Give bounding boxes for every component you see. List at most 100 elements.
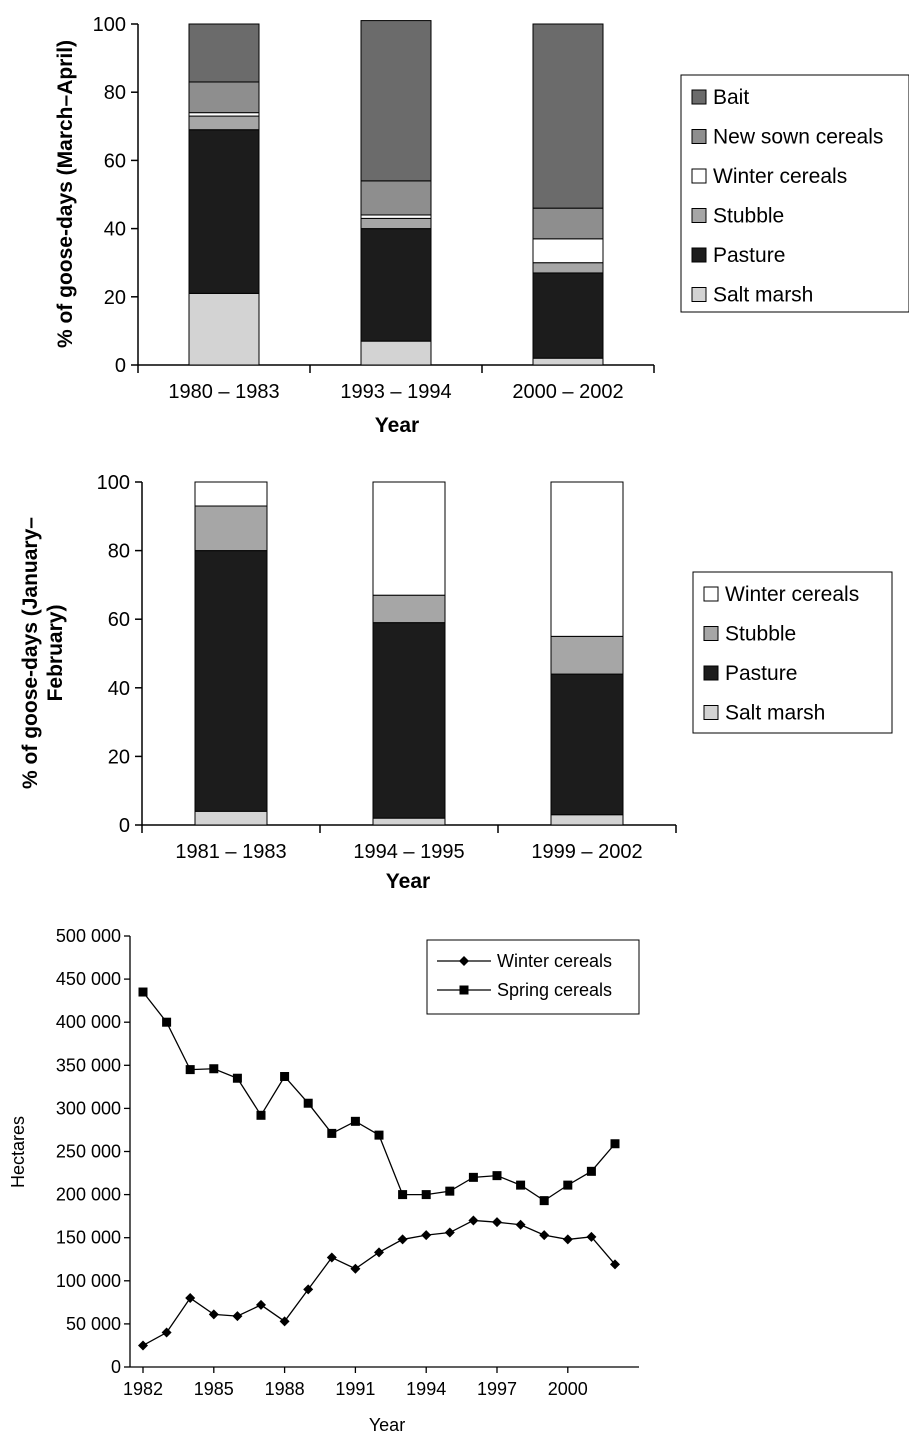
data-point-winter-cereals [374, 1247, 384, 1258]
legend-box [426, 939, 640, 1015]
bar-segment-stubble [194, 505, 268, 552]
data-point-winter-cereals [185, 1293, 196, 1304]
data-point-spring-cereals [539, 1196, 549, 1206]
legend-swatch-stubble [691, 208, 707, 223]
x-tick-label: 1993 – 1994 [340, 381, 451, 403]
x-tick-label: 2000 – 2002 [512, 381, 623, 403]
data-point-spring-cereals [138, 987, 148, 997]
bar-segment-new-sown-cereals [532, 207, 604, 240]
bar-segment-salt-marsh [372, 817, 446, 826]
bar-segment-stubble [188, 115, 260, 131]
legend-label-winter-cereals: Winter cereals [725, 583, 859, 606]
y-axis-title: Hectares [8, 1116, 28, 1188]
bar-segment-bait [532, 23, 604, 209]
bar-segment-salt-marsh [550, 814, 624, 826]
y-tick-label: 80 [108, 541, 130, 563]
legend-swatch-winter-cereals [703, 586, 719, 602]
bar-segment-salt-marsh [194, 810, 268, 826]
data-point-winter-cereals [303, 1284, 314, 1295]
y-tick-label: 200 000 [56, 1185, 121, 1205]
data-point-spring-cereals [256, 1110, 266, 1120]
data-point-spring-cereals [610, 1139, 620, 1149]
y-tick-label: 60 [104, 150, 126, 172]
legend-swatch-winter-cereals [691, 168, 707, 184]
legend-label-winter-cereals: Winter cereals [497, 951, 612, 971]
bar-segment-pasture [550, 673, 624, 816]
legend-label-pasture: Pasture [713, 244, 785, 267]
data-point-spring-cereals [185, 1065, 195, 1075]
data-point-spring-cereals [350, 1116, 360, 1126]
bar-segment-stubble [532, 262, 604, 274]
bar-segment-stubble [360, 217, 432, 230]
data-point-spring-cereals [209, 1064, 219, 1074]
data-point-winter-cereals [468, 1215, 479, 1226]
data-point-winter-cereals [256, 1299, 266, 1310]
y-tick-label: 100 [97, 472, 130, 494]
legend-label-stubble: Stubble [713, 205, 784, 228]
legend-swatch-salt-marsh [691, 287, 707, 302]
data-point-winter-cereals [326, 1252, 337, 1263]
data-point-spring-cereals [232, 1073, 242, 1083]
y-tick-label: 20 [108, 746, 130, 768]
y-tick-label: 60 [108, 609, 130, 631]
y-tick-label: 400 000 [56, 1012, 121, 1032]
data-point-spring-cereals [468, 1172, 478, 1182]
data-point-winter-cereals [397, 1234, 408, 1245]
data-point-spring-cereals [445, 1186, 455, 1196]
legend-label-stubble: Stubble [725, 623, 796, 646]
bar-segment-pasture [194, 550, 268, 812]
y-axis-title-line-1: % of goose-days (January– [19, 517, 42, 789]
bar-segment-stubble [550, 635, 624, 675]
data-point-winter-cereals [515, 1219, 526, 1230]
bar-segment-salt-marsh [360, 340, 432, 366]
x-axis-title: Year [375, 414, 419, 437]
chart-january-february: 0 20 40 60 80 100 1981 – 1983 1994 – 1995 1999 –… [19, 472, 893, 893]
data-point-spring-cereals [280, 1072, 290, 1082]
y-tick-label: 350 000 [56, 1055, 121, 1075]
legend-label-spring-cereals: Spring cereals [497, 980, 612, 1000]
bar-segment-salt-marsh [188, 292, 260, 366]
legend-label-bait: Bait [713, 86, 749, 109]
bar-segment-winter-cereals [188, 112, 260, 117]
legend-swatch-bait [691, 89, 707, 105]
y-axis-title: % of goose-days (March–April) [54, 40, 77, 348]
x-tick-label: 1994 – 1995 [353, 841, 464, 863]
y-tick-label: 0 [119, 815, 130, 837]
x-tick-label: 1991 [335, 1379, 375, 1399]
legend-label-salt-marsh: Salt marsh [713, 284, 813, 307]
bar-segment-winter-cereals [532, 238, 604, 264]
y-tick-label: 300 000 [56, 1098, 121, 1118]
y-tick-label: 500 000 [56, 926, 121, 946]
legend-swatch-stubble [703, 626, 719, 641]
data-point-spring-cereals [421, 1190, 431, 1200]
data-point-winter-cereals [350, 1263, 361, 1274]
y-tick-label: 250 000 [56, 1142, 121, 1162]
data-point-winter-cereals [562, 1234, 573, 1245]
legend-swatch-new-sown-cereals [691, 129, 707, 144]
data-point-winter-cereals [492, 1217, 502, 1228]
bar-segment-pasture [372, 622, 446, 819]
x-axis-title: Year [386, 870, 430, 893]
data-point-winter-cereals [232, 1311, 243, 1322]
data-point-winter-cereals [421, 1230, 432, 1241]
y-tick-label: 20 [104, 287, 126, 309]
legend-label-winter-cereals: Winter cereals [713, 165, 847, 188]
data-point-winter-cereals [208, 1309, 219, 1320]
data-point-spring-cereals [398, 1190, 408, 1200]
chart-march-april: 0 20 40 60 80 100 1980 – 1983 1993 – 1994 2000 –… [54, 14, 909, 437]
bar-segment-pasture [360, 228, 432, 342]
y-tick-label: 50 000 [66, 1314, 121, 1334]
bar-segment-stubble [372, 594, 446, 624]
x-tick-label: 1988 [265, 1379, 305, 1399]
bar-segment-salt-marsh [532, 357, 604, 366]
y-axis-title-line-2: February) [44, 605, 67, 702]
data-point-winter-cereals [279, 1316, 290, 1327]
bar-segment-new-sown-cereals [188, 81, 260, 114]
data-point-winter-cereals [138, 1340, 148, 1351]
x-tick-label: 1985 [194, 1379, 234, 1399]
y-tick-label: 0 [111, 1357, 121, 1377]
bar-segment-bait [188, 23, 260, 83]
legend-box [692, 571, 893, 734]
legend-marker-winter-cereals [459, 956, 469, 966]
